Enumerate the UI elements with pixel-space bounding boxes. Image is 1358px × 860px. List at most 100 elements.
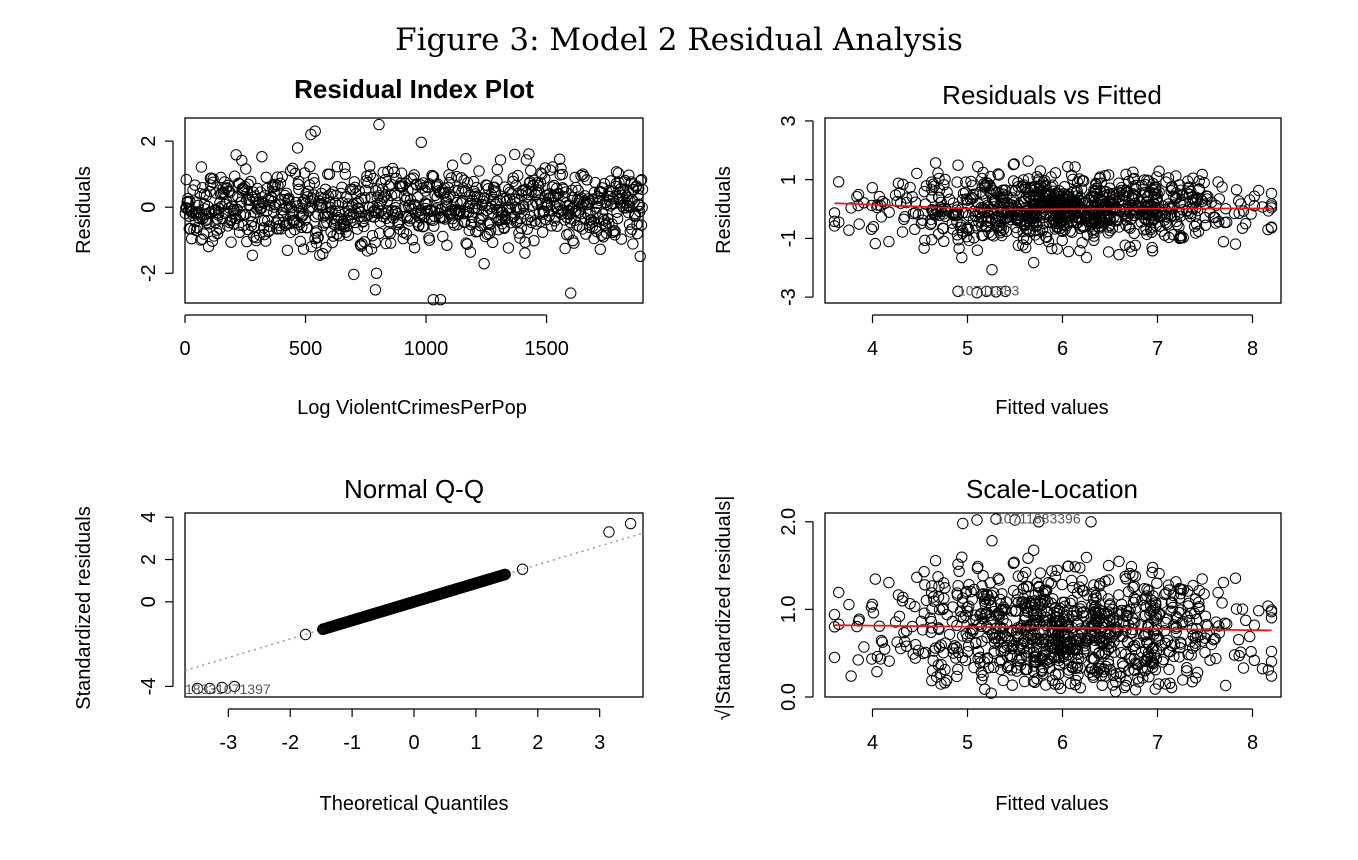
data-point <box>1113 177 1125 189</box>
data-point <box>204 179 217 191</box>
data-point <box>498 222 510 235</box>
panel-title: Residuals vs Fitted <box>942 80 1162 110</box>
data-point <box>612 167 624 179</box>
data-point <box>893 610 906 622</box>
data-point <box>375 177 387 189</box>
data-point <box>1245 646 1257 658</box>
data-point <box>975 666 987 678</box>
data-point <box>957 517 969 530</box>
data-point <box>1040 179 1052 192</box>
data-point <box>1170 626 1182 638</box>
data-point <box>474 191 486 204</box>
data-point <box>335 187 347 200</box>
data-point <box>1102 227 1114 239</box>
data-point <box>1102 559 1115 572</box>
data-point <box>1111 624 1123 636</box>
data-point <box>222 179 234 192</box>
data-point <box>1103 219 1116 232</box>
data-point <box>1056 216 1068 228</box>
data-point <box>1148 188 1160 201</box>
data-point <box>364 169 376 181</box>
data-point <box>1116 657 1129 670</box>
data-point <box>961 231 973 243</box>
data-point <box>426 169 438 182</box>
data-point <box>1151 577 1163 589</box>
data-point <box>980 285 993 297</box>
data-point <box>1064 597 1076 609</box>
data-point <box>544 164 556 176</box>
data-point <box>256 151 268 163</box>
data-point <box>446 159 459 171</box>
data-point <box>1080 251 1093 264</box>
data-point <box>516 563 529 575</box>
data-point <box>1008 158 1020 170</box>
x-tick-label: 1000 <box>404 338 449 360</box>
data-point <box>1022 552 1034 564</box>
data-point <box>1087 207 1100 219</box>
data-point <box>1050 611 1062 623</box>
data-point <box>891 636 903 648</box>
data-point <box>1159 678 1172 690</box>
x-tick-label: 1 <box>470 732 481 754</box>
x-tick-label: 3 <box>594 732 605 754</box>
data-point <box>1120 604 1133 617</box>
data-point <box>1076 574 1088 587</box>
data-point <box>926 674 938 687</box>
data-point <box>896 595 909 607</box>
data-point <box>1130 658 1142 670</box>
data-point <box>575 208 587 220</box>
data-point <box>1027 619 1040 631</box>
data-point <box>610 166 623 178</box>
data-point <box>623 169 635 181</box>
data-point <box>986 535 998 547</box>
data-point <box>1265 645 1278 658</box>
data-point <box>1016 181 1028 193</box>
data-point <box>590 206 602 219</box>
data-point <box>926 204 938 216</box>
data-point <box>1048 185 1060 197</box>
data-point <box>360 184 372 197</box>
data-point <box>979 179 992 191</box>
data-point <box>911 571 923 583</box>
data-point <box>899 635 911 648</box>
data-point <box>981 652 994 664</box>
data-point <box>479 574 491 587</box>
data-point <box>1103 169 1115 181</box>
data-point <box>1127 569 1139 581</box>
data-point <box>1152 678 1165 690</box>
data-point <box>1153 186 1165 198</box>
data-point <box>1127 209 1139 222</box>
data-point <box>1043 195 1055 208</box>
data-point <box>1092 205 1105 218</box>
x-tick-label: 8 <box>1247 338 1258 360</box>
data-point <box>539 162 551 174</box>
data-point <box>443 169 455 181</box>
data-point <box>833 586 845 599</box>
plot-frame <box>824 512 1282 698</box>
data-point <box>951 670 963 683</box>
data-point <box>624 226 636 238</box>
smoother-line <box>834 202 1272 211</box>
data-point <box>597 231 609 243</box>
data-point <box>957 592 969 604</box>
y-tick-label: 1 <box>778 174 800 185</box>
data-point <box>1217 236 1230 248</box>
data-point <box>440 193 452 206</box>
data-point <box>412 191 424 203</box>
data-point <box>466 211 478 224</box>
data-point <box>383 226 395 238</box>
data-point <box>1071 190 1084 202</box>
data-point <box>1020 663 1033 675</box>
data-point <box>1047 633 1059 645</box>
data-point <box>937 602 949 614</box>
data-point <box>1121 635 1134 648</box>
data-point <box>1035 594 1047 606</box>
data-point <box>909 207 922 219</box>
normal-qq-panel: Normal Q-Q Theoretical Quantiles Standar… <box>73 474 644 815</box>
data-point <box>1165 681 1178 694</box>
data-point <box>1104 598 1116 610</box>
data-point <box>228 680 241 693</box>
data-point <box>1196 573 1208 585</box>
data-point <box>1149 664 1162 676</box>
data-point <box>635 219 648 231</box>
